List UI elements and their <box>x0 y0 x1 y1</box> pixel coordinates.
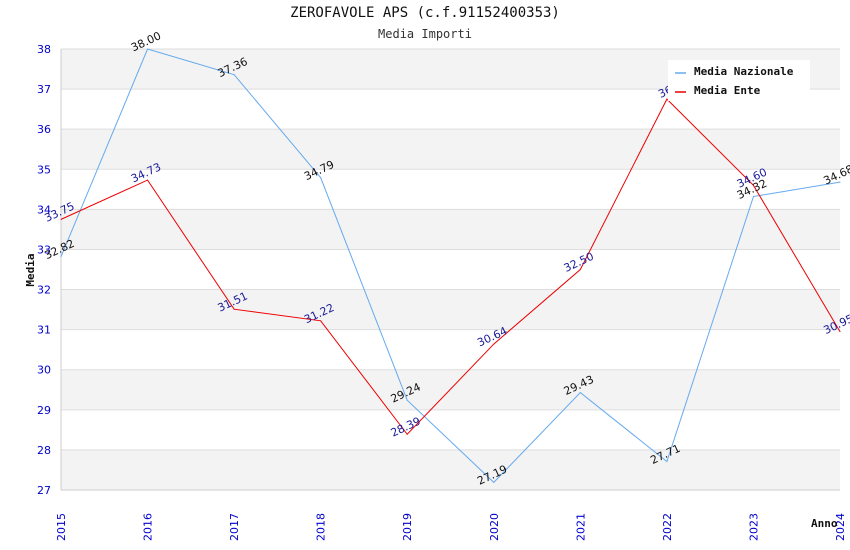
chart-subtitle: Media Importi <box>378 27 472 41</box>
x-tick-label: 2021 <box>574 513 587 541</box>
axes <box>60 49 840 491</box>
chart-title: ZEROFAVOLE APS (c.f.91152400353) <box>290 5 560 21</box>
x-tick-label: 2024 <box>834 513 847 541</box>
x-tick-label: 2020 <box>488 513 501 541</box>
data-point-nazionale <box>147 48 149 50</box>
series-line-nazionale <box>60 48 841 484</box>
y-tick-label: 29 <box>37 404 51 417</box>
y-axis-label: Media <box>24 253 37 286</box>
data-point-ente <box>147 179 149 181</box>
data-point-ente <box>493 343 495 345</box>
x-tick-label: 2023 <box>747 513 760 541</box>
data-point-nazionale <box>233 74 235 76</box>
x-tick-label: 2019 <box>401 513 414 541</box>
data-point-nazionale <box>666 461 668 463</box>
y-tick-label: 37 <box>37 83 51 96</box>
grid-band <box>61 129 840 170</box>
data-label-nazionale: 32.82 <box>42 237 76 262</box>
x-tick-label: 2022 <box>661 513 674 541</box>
data-point-nazionale <box>60 256 62 258</box>
data-point-nazionale <box>320 177 322 179</box>
series-lines <box>60 48 841 484</box>
y-tick-label: 34 <box>37 203 51 216</box>
grid-band <box>61 449 840 490</box>
grid-band <box>61 289 840 330</box>
y-tick-label: 31 <box>37 324 51 337</box>
y-tick-label: 32 <box>37 284 51 297</box>
data-point-ente <box>233 308 235 310</box>
legend: Media Nazionale Media Ente <box>668 60 810 101</box>
data-point-ente <box>579 269 581 270</box>
y-tick-label: 28 <box>37 444 51 457</box>
data-point-nazionale <box>839 181 841 183</box>
data-point-ente <box>406 433 408 435</box>
x-tick-label: 2018 <box>315 513 328 541</box>
grid-bands <box>61 49 840 490</box>
legend-box <box>668 60 810 101</box>
data-point-ente <box>60 218 62 220</box>
y-tick-label: 30 <box>37 364 51 377</box>
legend-label-nazionale: Media Nazionale <box>694 65 794 78</box>
data-point-nazionale <box>752 196 754 198</box>
data-point-ente <box>666 98 668 100</box>
x-tick-labels: 2015 2016 2017 2018 2019 2020 2021 2022 2023 2024 <box>55 513 847 541</box>
data-point-nazionale <box>493 481 495 483</box>
legend-label-ente: Media Ente <box>694 84 761 97</box>
grid-band <box>61 209 840 250</box>
x-axis-label: Anno <box>811 517 838 530</box>
data-point-nazionale <box>579 392 581 394</box>
y-tick-labels: 27 28 29 30 31 32 33 34 35 36 37 38 <box>37 43 51 497</box>
x-tick-label: 2017 <box>228 513 241 541</box>
x-tick-label: 2015 <box>55 513 68 541</box>
y-tick-label: 38 <box>37 43 51 56</box>
y-tick-label: 27 <box>37 484 51 497</box>
x-tick-label: 2016 <box>142 513 155 541</box>
data-point-ente <box>839 331 841 333</box>
y-tick-label: 35 <box>37 163 51 176</box>
data-point-ente <box>320 320 322 322</box>
y-tick-label: 33 <box>37 243 51 256</box>
data-label-ente: 28.39 <box>389 415 423 440</box>
y-tick-label: 36 <box>37 123 51 136</box>
data-point-nazionale <box>406 399 408 401</box>
data-point-ente <box>752 184 754 186</box>
series-line-ente <box>60 98 841 436</box>
grid-lines <box>61 48 840 491</box>
